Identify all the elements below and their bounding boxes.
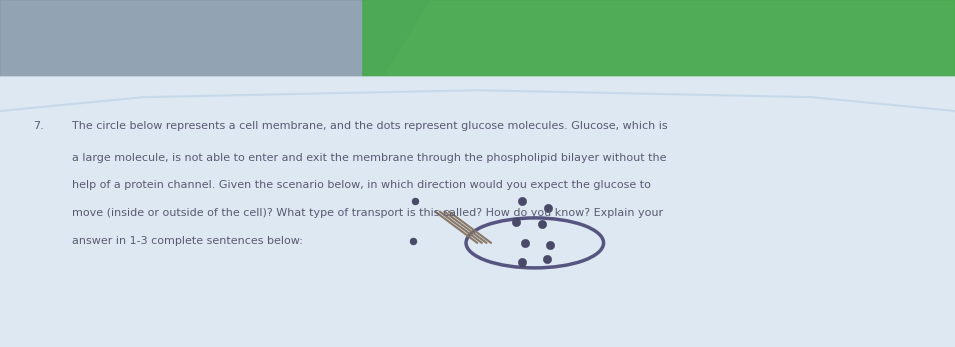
Text: answer in 1-3 complete sentences below:: answer in 1-3 complete sentences below: xyxy=(72,236,303,246)
Text: The circle below represents a cell membrane, and the dots represent glucose mole: The circle below represents a cell membr… xyxy=(72,121,668,132)
FancyBboxPatch shape xyxy=(0,76,955,347)
Text: 7.: 7. xyxy=(33,121,44,132)
Polygon shape xyxy=(0,0,430,156)
Text: help of a protein channel. Given the scenario below, in which direction would yo: help of a protein channel. Given the sce… xyxy=(72,180,650,191)
Text: move (inside or outside of the cell)? What type of transport is this called? How: move (inside or outside of the cell)? Wh… xyxy=(72,208,663,218)
Polygon shape xyxy=(363,0,955,191)
Text: a large molecule, is not able to enter and exit the membrane through the phospho: a large molecule, is not able to enter a… xyxy=(72,153,667,163)
